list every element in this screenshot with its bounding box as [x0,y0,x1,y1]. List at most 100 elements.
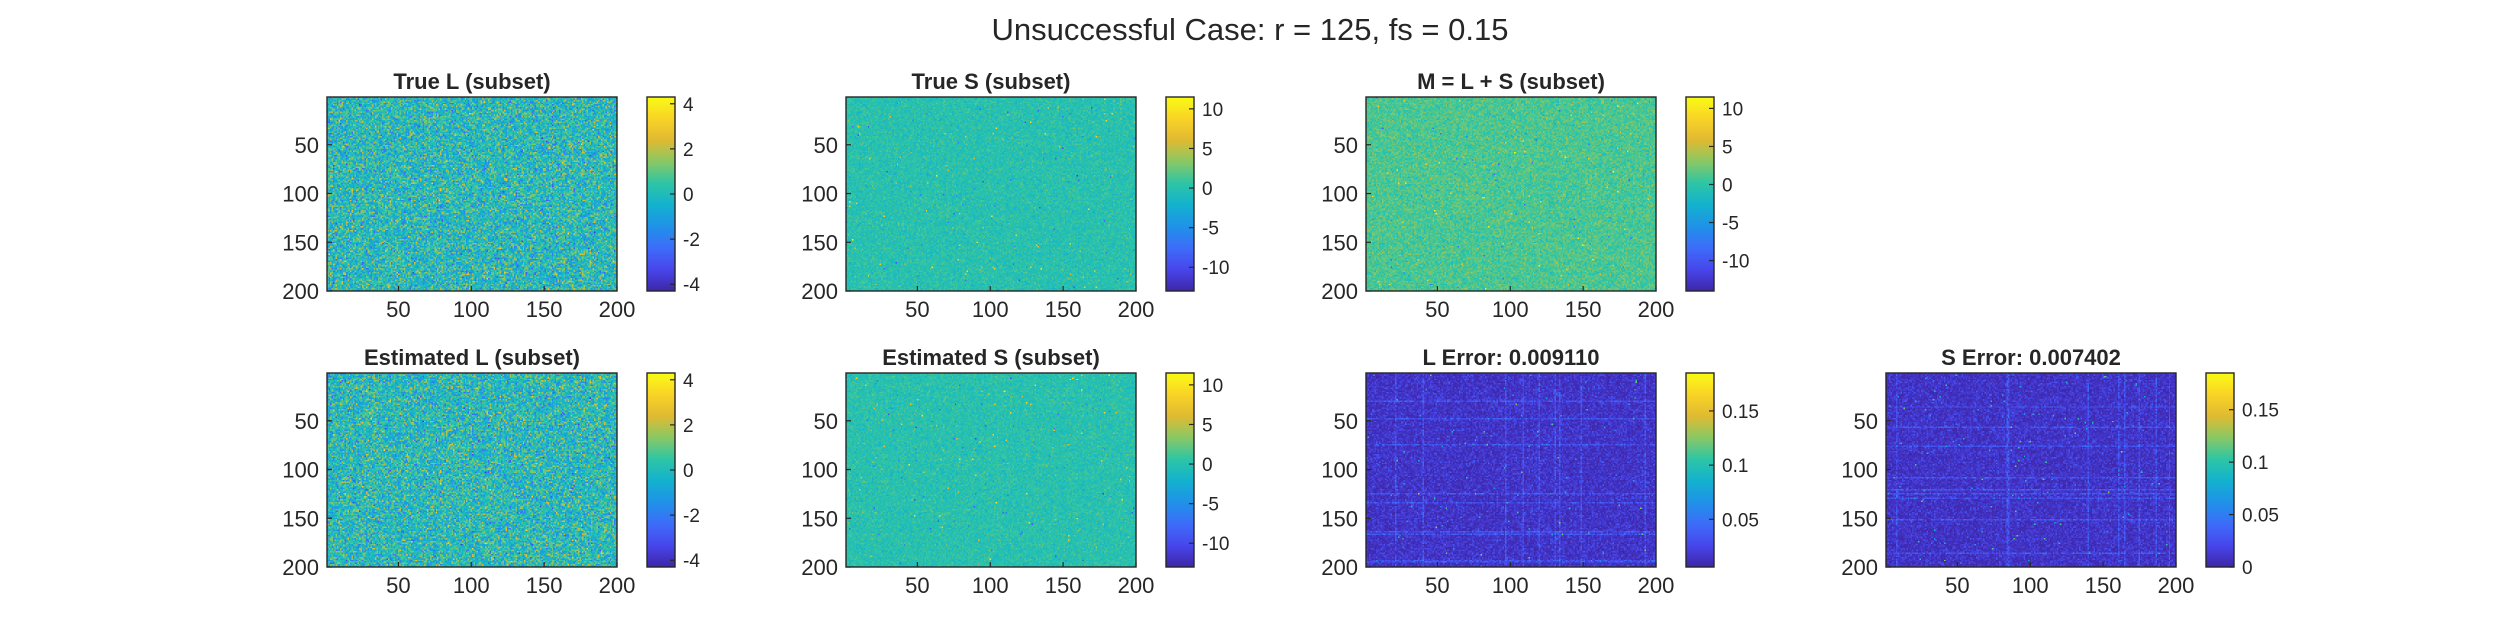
y-tick-label: 50 [295,133,319,158]
y-tick-label: 100 [282,182,319,207]
x-tick-label: 50 [1425,573,1449,598]
y-tick-label: 200 [801,279,838,304]
colorbar-gradient [1166,97,1194,291]
colorbar-tick-label: 0 [683,461,694,482]
x-tick-label: 50 [905,297,929,322]
colorbar-tick-label: 10 [1202,376,1223,397]
heatmap-image [846,373,1136,567]
colorbar-frame [1685,372,1715,568]
y-tick-label: 150 [1321,506,1358,531]
y-tick-label: 200 [282,555,319,580]
y-tick-label: 100 [1841,458,1878,483]
colorbar-tick-label: -2 [683,506,700,527]
subplot-title: Estimated S (subset) [882,345,1100,370]
colorbar: -10 -5 0 5 10 [1165,96,1229,292]
colorbar: -4 -2 0 2 4 [646,371,700,572]
colorbar-tick-label: -4 [683,275,700,296]
y-tick-label: 100 [801,458,838,483]
x-tick-label: 100 [453,297,490,322]
heatmap-image [1366,373,1656,567]
colorbar-tick-label: 4 [683,95,694,116]
x-tick-label: 100 [972,573,1009,598]
colorbar-tick-label: 0 [1202,179,1213,200]
subplot-title: True L (subset) [393,69,550,94]
colorbar-tick-label: -10 [1202,258,1229,279]
y-tick-label: 50 [1854,409,1878,434]
y-tick-label: 50 [295,409,319,434]
colorbar-tick-label: -5 [1202,495,1219,516]
y-tick-label: 50 [1334,133,1358,158]
colorbar-frame [2205,372,2235,568]
colorbar-tick-label: 0.15 [1722,402,1759,423]
x-tick-label: 100 [972,297,1009,322]
colorbar: 0 0.05 0.1 0.15 [2205,372,2279,579]
colorbar: -4 -2 0 2 4 [646,95,700,296]
y-tick-label: 200 [1321,555,1358,580]
x-tick-label: 200 [1638,297,1675,322]
y-tick-label: 50 [1334,409,1358,434]
y-tick-label: 150 [801,230,838,255]
x-tick-label: 100 [2012,573,2049,598]
subplot-l_error: L Error: 0.009110 50 100 150 200 50 100 150 200 0… [1321,345,1759,598]
x-tick-label: 150 [1565,297,1602,322]
subplot-est_s: Estimated S (subset)50 100 150 200501001502… [801,345,1229,598]
heatmap-image [327,97,617,291]
heatmap-image [327,373,617,567]
x-tick-label: 200 [1118,573,1155,598]
x-tick-label: 100 [453,573,490,598]
y-tick-label: 200 [1321,279,1358,304]
colorbar-tick-label: -10 [1722,252,1749,273]
heatmap-image [1886,373,2176,567]
colorbar-tick-label: 0 [1202,455,1213,476]
colorbar-tick-label: 10 [1722,99,1743,120]
y-tick-label: 150 [282,230,319,255]
subplot-m: M = L + S (subset)50 100 150 20050100150200… [1321,69,1749,322]
subplot-title: Estimated L (subset) [364,345,580,370]
y-tick-label: 200 [801,555,838,580]
x-tick-label: 150 [1045,297,1082,322]
x-tick-label: 200 [599,297,636,322]
x-tick-label: 200 [599,573,636,598]
colorbar-gradient [1166,373,1194,567]
y-tick-label: 100 [801,182,838,207]
colorbar-tick-label: 4 [683,371,694,392]
x-tick-label: 50 [905,573,929,598]
colorbar-tick-label: -5 [1202,219,1219,240]
colorbar-gradient [1686,373,1714,567]
x-tick-label: 50 [386,297,410,322]
y-tick-label: 50 [814,133,838,158]
x-tick-label: 150 [2085,573,2122,598]
colorbar-tick-label: 0.1 [1722,456,1748,477]
x-tick-label: 50 [1945,573,1969,598]
colorbar-tick-label: 0.1 [2242,453,2268,474]
colorbar-frame [1165,96,1195,292]
y-tick-label: 200 [282,279,319,304]
y-tick-label: 100 [1321,458,1358,483]
colorbar-tick-label: 10 [1202,100,1223,121]
colorbar-tick-label: 5 [1722,137,1733,158]
heatmap-image [846,97,1136,291]
x-tick-label: 150 [1045,573,1082,598]
colorbar-tick-label: 2 [683,140,694,161]
colorbar: -10 -5 0 5 10 [1685,96,1749,292]
x-tick-label: 200 [1118,297,1155,322]
subplot-s_error: S Error: 0.007402 50 100 150 200 50 100 150 200 0… [1841,345,2279,598]
y-tick-label: 200 [1841,555,1878,580]
x-tick-label: 200 [1638,573,1675,598]
colorbar-frame [1685,96,1715,292]
x-tick-label: 100 [1492,297,1529,322]
subplot-title: L Error: 0.009110 [1423,345,1600,370]
colorbar: -10 -5 0 5 10 [1165,372,1229,568]
colorbar-tick-label: 5 [1202,139,1213,160]
colorbar-tick-label: -4 [683,551,700,572]
colorbar-gradient [2206,373,2234,567]
x-tick-label: 50 [1425,297,1449,322]
colorbar-tick-label: 0.05 [2242,506,2279,527]
x-tick-label: 150 [1565,573,1602,598]
y-tick-label: 100 [1321,182,1358,207]
y-tick-label: 150 [1841,506,1878,531]
colorbar-tick-label: 0.15 [2242,401,2279,422]
y-tick-label: 50 [814,409,838,434]
